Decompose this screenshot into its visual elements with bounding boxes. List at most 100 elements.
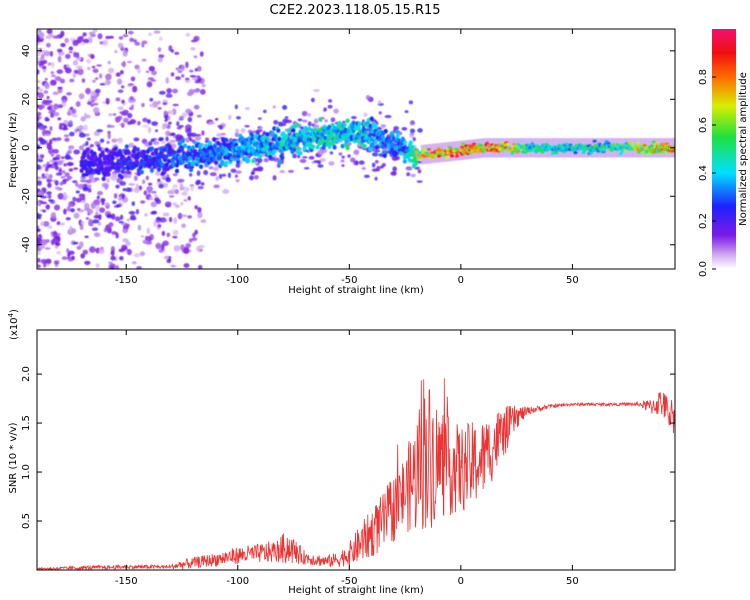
spectrogram-noise-cell (170, 49, 175, 53)
spectrogram-ridge-cell (268, 154, 273, 160)
spectrogram-scatter-cell (263, 158, 269, 163)
spectrogram-ridge-cell (141, 151, 146, 156)
spectrogram-noise-cell (153, 30, 161, 34)
spectrogram-noise-cell (147, 182, 153, 186)
spectrogram-ridge-cell (198, 164, 204, 170)
spectrogram-scatter-cell (384, 115, 392, 119)
spectrogram-scatter-cell (128, 210, 136, 215)
spectrogram-noise-cell (115, 72, 121, 77)
spectrogram-scatter-cell (121, 193, 125, 200)
spectrogram-frame (36, 28, 676, 270)
spectrogram-noise-cell (88, 218, 93, 224)
spectrogram-ridge-cell (220, 159, 225, 165)
spectrogram-scatter-cell (230, 168, 237, 173)
spectrogram-noise-cell (146, 227, 151, 234)
spectrogram-scatter-cell (127, 112, 133, 119)
colorbar-tick-label: 0.2 (698, 213, 709, 229)
spectrogram-scatter-cell (221, 173, 227, 177)
spectrogram-scatter-cell (158, 138, 164, 142)
spectrogram-ridge-cell (201, 155, 207, 160)
spectrogram-noise-cell (64, 37, 69, 44)
spectrogram-noise-cell (189, 74, 197, 78)
spectrogram-scatter-cell (313, 160, 321, 163)
spectrogram-noise-cell (67, 202, 74, 208)
spectrogram-ridge-cell (402, 159, 407, 164)
spectrogram-ridge-cell (277, 160, 282, 165)
spectrogram-noise-cell (37, 57, 41, 62)
spectrogram-noise-cell (119, 255, 124, 261)
spectrogram-y-tick-label: -40 (21, 237, 32, 253)
spectrogram-scatter-cell (72, 241, 79, 245)
spectrogram-scatter-cell (279, 170, 286, 174)
spectrogram-noise-cell (60, 175, 66, 179)
spectrogram-scatter-cell (178, 124, 184, 128)
spectrogram-scatter-cell (73, 149, 80, 155)
spectrogram-ridge-cell (292, 147, 297, 152)
spectrogram-scatter-cell (162, 122, 168, 127)
spectrogram-ridge-cell (408, 140, 413, 145)
spectrogram-ridge-cell (110, 155, 115, 161)
spectrogram-ridge-cell (258, 153, 263, 159)
snr-y-tick-label: 0.5 (21, 513, 32, 529)
spectrogram-noise-cell (162, 240, 169, 247)
spectrogram-noise-cell (173, 217, 178, 224)
spectrogram-noise-cell (110, 266, 115, 269)
spectrogram-scatter-cell (125, 187, 133, 193)
spectrogram-noise-cell (75, 101, 81, 107)
spectrogram-scatter-cell (162, 212, 170, 217)
spectrogram-noise-cell (110, 250, 115, 256)
spectrogram-noise-cell (185, 108, 192, 114)
spectrogram-ridge-cell (272, 126, 277, 131)
spectrogram-noise-cell (71, 255, 75, 261)
spectrogram-scatter-cell (121, 222, 128, 226)
spectrogram-ridge-cell (101, 176, 106, 182)
spectrogram-scatter-cell (119, 181, 127, 186)
spectrogram-noise-cell (68, 145, 75, 150)
spectrogram-scatter-cell (323, 107, 327, 112)
spectrogram-ridge-cell (351, 120, 356, 126)
spectrogram-noise-cell (97, 33, 103, 40)
spectrogram-noise-cell (73, 51, 77, 58)
spectrogram-noise-cell (99, 82, 106, 86)
spectrogram-noise-cell (37, 225, 40, 229)
spectrogram-noise-cell (155, 242, 162, 250)
spectrogram-ridge-cell (160, 171, 166, 176)
spectrogram-scatter-cell (249, 175, 254, 181)
spectrogram-noise-cell (125, 241, 131, 246)
svg-text:(x104): (x104) (7, 309, 20, 340)
spectrogram-noise-cell (51, 61, 55, 68)
spectrogram-noise-cell (172, 184, 178, 189)
spectrogram-scatter-cell (61, 127, 69, 131)
spectrogram-scatter-cell (37, 180, 42, 186)
spectrogram-ridge-cell (298, 150, 303, 156)
spectrogram-noise-cell (37, 264, 41, 268)
spectrogram-ridge-cell (85, 147, 90, 152)
spectrogram-x-tick-label: 0 (458, 275, 464, 286)
spectrogram-scatter-cell (287, 169, 295, 173)
spectrogram-scatter-cell (255, 161, 259, 165)
colorbar-ticks: 0.0 0.2 0.4 0.6 0.8 (698, 69, 716, 277)
spectrogram-scatter-cell (166, 88, 172, 94)
spectrogram-noise-cell (82, 32, 87, 37)
spectrogram-scatter-cell (203, 169, 209, 176)
spectrogram-scatter-cell (378, 111, 382, 115)
spectrogram-noise-cell (84, 260, 91, 265)
spectrogram-noise-cell (47, 105, 52, 111)
spectrogram-scatter-cell (70, 208, 75, 213)
spectrogram-scatter-cell (409, 133, 415, 136)
spectrogram-noise-cell (52, 230, 58, 238)
spectrogram-scatter-cell (197, 185, 204, 190)
spectrogram-ridge-cell (166, 158, 172, 164)
spectrogram-ridge-cell (357, 121, 362, 127)
spectrogram-noise-cell (84, 203, 90, 210)
spectrogram-scatter-cell (55, 172, 63, 176)
spectrogram-scatter-cell (37, 159, 44, 163)
spectrogram-noise-cell (143, 190, 148, 196)
spectrogram-scatter-cell (333, 108, 339, 114)
spectrogram-noise-cell (56, 48, 63, 53)
spectrogram-scatter-cell (313, 118, 319, 124)
spectrogram-scatter-cell (390, 171, 397, 176)
spectrogram-noise-cell (93, 200, 98, 203)
spectrogram-scatter-cell (285, 119, 293, 124)
spectrogram-ridge-cell (236, 153, 241, 159)
